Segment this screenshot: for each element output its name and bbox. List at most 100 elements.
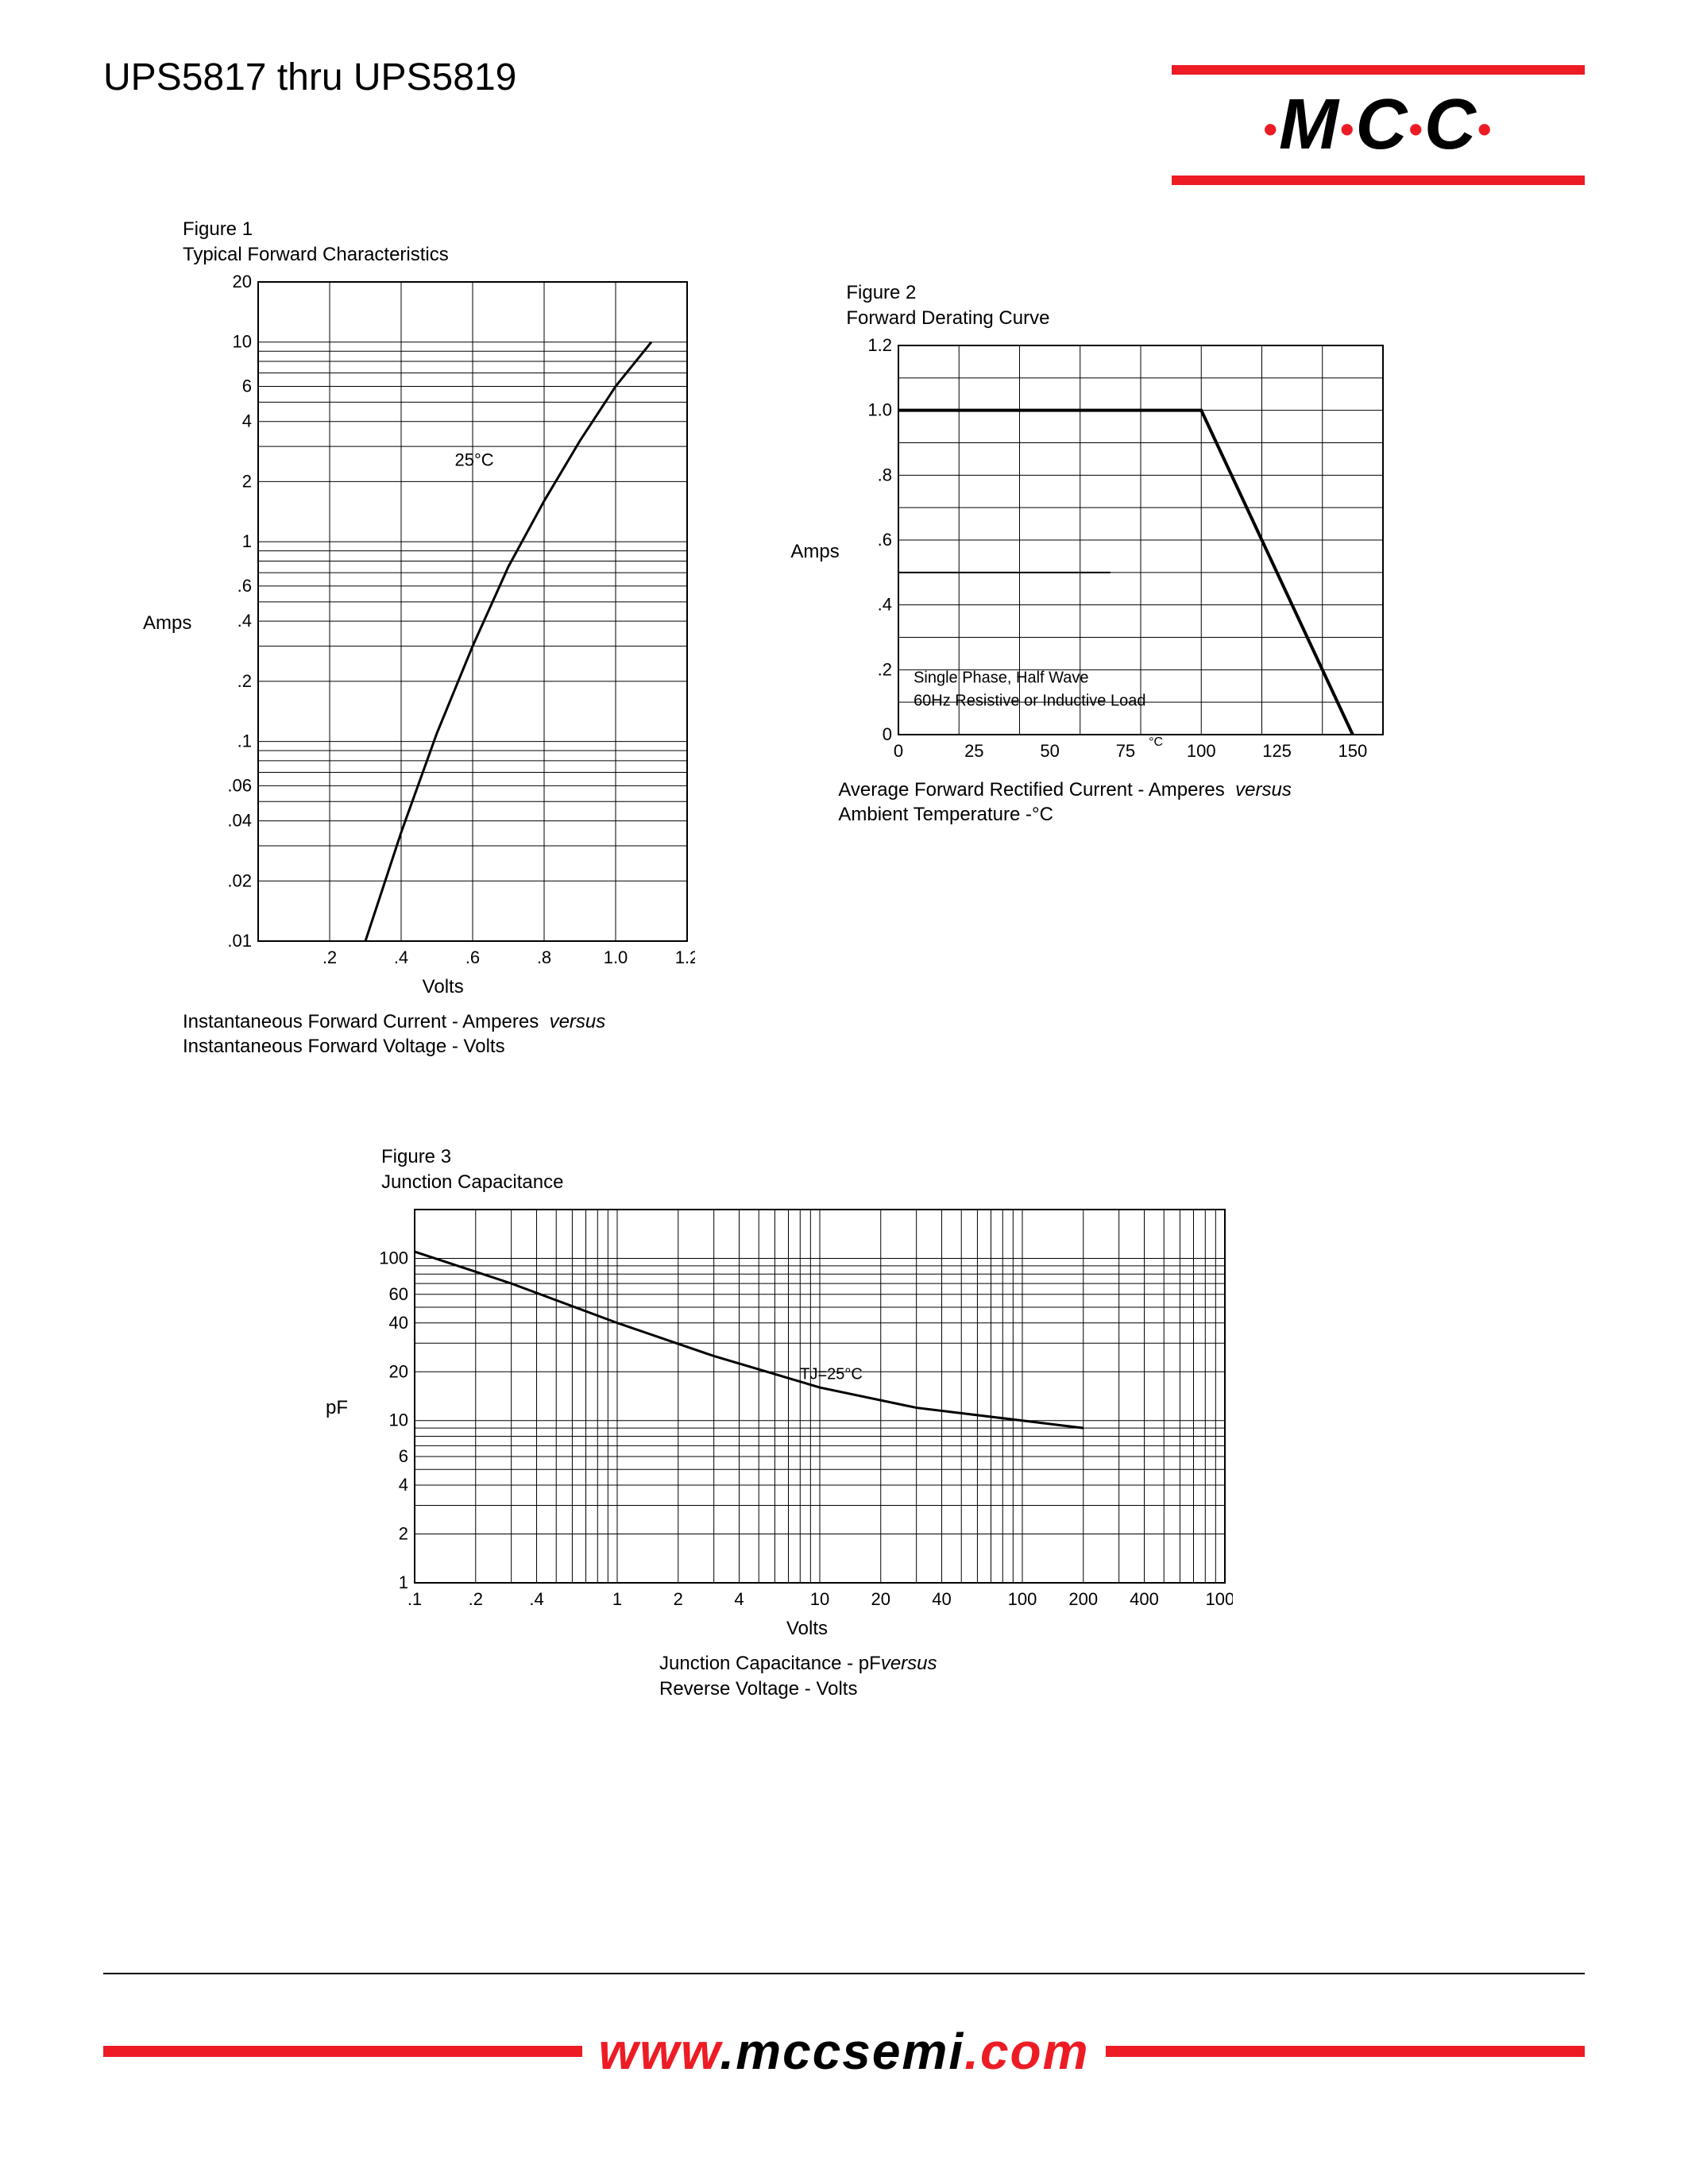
svg-text:0: 0 xyxy=(882,724,891,744)
fig2-caption: Average Forward Rectified Current - Ampe… xyxy=(838,778,1390,827)
logo-text: •M•C•C• xyxy=(1172,84,1585,166)
fig3-subtitle: Junction Capacitance xyxy=(381,1171,1585,1194)
footer-mcc: .mccsemi xyxy=(720,2023,964,2080)
svg-text:6: 6 xyxy=(399,1446,408,1466)
svg-text:.6: .6 xyxy=(877,530,891,550)
svg-text:60Hz Resistive or Inductive Lo: 60Hz Resistive or Inductive Load xyxy=(914,692,1145,709)
fig2-versus: versus xyxy=(1235,779,1292,801)
svg-text:100: 100 xyxy=(1187,741,1216,761)
svg-text:4: 4 xyxy=(242,411,252,431)
svg-text:50: 50 xyxy=(1040,741,1059,761)
fig2-chart: 0 25 50 75 100 125 150 0 .2 .4 .6 .8 1.0 1.2 Single Ph… xyxy=(851,338,1391,766)
svg-text:1.2: 1.2 xyxy=(675,947,695,967)
svg-text:.1: .1 xyxy=(238,731,252,751)
fig3-ylabel: pF xyxy=(326,1397,348,1419)
svg-text:10: 10 xyxy=(233,332,252,352)
fig2-subtitle: Forward Derating Curve xyxy=(846,307,1390,330)
svg-text:2: 2 xyxy=(242,471,252,491)
svg-text:.2: .2 xyxy=(877,659,891,679)
fig3-xlabel: Volts xyxy=(786,1618,1585,1640)
svg-text:60: 60 xyxy=(389,1284,408,1304)
svg-text:20: 20 xyxy=(233,274,252,291)
svg-text:100: 100 xyxy=(379,1248,408,1268)
footer-www: www xyxy=(598,2023,720,2080)
svg-text:200: 200 xyxy=(1068,1589,1098,1609)
svg-text:.4: .4 xyxy=(529,1589,543,1609)
logo: •M•C•C• xyxy=(1172,56,1585,195)
svg-text:1: 1 xyxy=(242,531,252,551)
fig3-versus: versus xyxy=(881,1653,937,1674)
logo-bar-top xyxy=(1172,65,1585,75)
svg-text:4: 4 xyxy=(399,1475,408,1495)
fig3-title: Figure 3 xyxy=(381,1146,1585,1168)
svg-text:40: 40 xyxy=(389,1313,408,1333)
svg-text:.8: .8 xyxy=(877,465,891,484)
svg-text:.6: .6 xyxy=(465,947,480,967)
svg-text:4: 4 xyxy=(734,1589,744,1609)
svg-text:10: 10 xyxy=(810,1589,829,1609)
fig1-chart: .2.4.6.81.01.2.01.02.04.06.1.2.4.6124610… xyxy=(203,274,695,973)
page-title: UPS5817 thru UPS5819 xyxy=(103,56,516,99)
svg-text:1000: 1000 xyxy=(1206,1589,1233,1609)
fig3-caption: Junction Capacitance - pFversus Reverse … xyxy=(659,1651,1585,1700)
fig1-cap2: Instantaneous Forward Voltage - Volts xyxy=(183,1036,505,1057)
svg-text:150: 150 xyxy=(1338,741,1367,761)
svg-text:.4: .4 xyxy=(394,947,408,967)
svg-text:TJ=25°C: TJ=25°C xyxy=(800,1366,863,1383)
svg-text:1.2: 1.2 xyxy=(867,338,892,355)
page-header: UPS5817 thru UPS5819 •M•C•C• xyxy=(103,56,1585,195)
svg-text:°C: °C xyxy=(1149,735,1163,749)
svg-text:20: 20 xyxy=(389,1362,408,1382)
svg-text:40: 40 xyxy=(932,1589,951,1609)
fig1-versus: versus xyxy=(550,1011,606,1032)
svg-text:400: 400 xyxy=(1130,1589,1159,1609)
fig1-subtitle: Typical Forward Characteristics xyxy=(183,244,695,266)
fig2-cap1: Average Forward Rectified Current - Ampe… xyxy=(838,779,1224,801)
svg-text:.02: .02 xyxy=(228,870,253,890)
footer-bar-left xyxy=(103,2046,582,2057)
fig1-ylabel: Amps xyxy=(143,612,191,635)
logo-bar-bottom xyxy=(1172,176,1585,185)
svg-text:10: 10 xyxy=(389,1410,408,1430)
svg-text:25: 25 xyxy=(964,741,983,761)
svg-text:1: 1 xyxy=(399,1572,408,1592)
fig3-cap2: Reverse Voltage - Volts xyxy=(659,1678,857,1700)
svg-text:.1: .1 xyxy=(408,1589,422,1609)
svg-text:0: 0 xyxy=(894,741,903,761)
fig1-cap1: Instantaneous Forward Current - Amperes xyxy=(183,1011,539,1032)
fig2-title: Figure 2 xyxy=(846,282,1390,304)
svg-text:1: 1 xyxy=(612,1589,622,1609)
svg-text:20: 20 xyxy=(871,1589,890,1609)
svg-text:100: 100 xyxy=(1008,1589,1037,1609)
svg-text:.2: .2 xyxy=(469,1589,483,1609)
svg-text:2: 2 xyxy=(399,1524,408,1544)
svg-text:.6: .6 xyxy=(238,576,252,596)
fig2-cap2: Ambient Temperature -°C xyxy=(838,804,1053,825)
fig3-cap1: Junction Capacitance - pF xyxy=(659,1653,881,1674)
footer-com: .com xyxy=(964,2023,1089,2080)
svg-text:.01: .01 xyxy=(228,931,253,951)
fig1-xlabel: Volts xyxy=(191,976,695,998)
svg-text:.4: .4 xyxy=(238,611,252,631)
svg-text:.06: .06 xyxy=(228,775,253,795)
footer-bar-right xyxy=(1106,2046,1585,2057)
figure-2: Figure 2 Forward Derating Curve Amps 025… xyxy=(790,282,1390,1059)
footer-url: www.mccsemi.com xyxy=(103,2022,1585,2081)
fig3-chart: .1 .2 .4 1 2 4 10 20 40 100 200 400 1000 1 2 4 6 10 20 40 60… xyxy=(359,1202,1233,1615)
svg-text:25°C: 25°C xyxy=(455,450,494,470)
figure-1: Figure 1 Typical Forward Characteristics… xyxy=(143,218,695,1059)
svg-text:Single Phase, Half Wave: Single Phase, Half Wave xyxy=(914,669,1088,687)
svg-text:.4: .4 xyxy=(877,595,891,615)
svg-text:.2: .2 xyxy=(323,947,337,967)
fig1-title: Figure 1 xyxy=(183,218,695,241)
fig1-caption: Instantaneous Forward Current - Amperes … xyxy=(183,1009,695,1059)
svg-text:.8: .8 xyxy=(537,947,551,967)
svg-text:75: 75 xyxy=(1115,741,1134,761)
svg-text:.2: .2 xyxy=(238,671,252,691)
page-footer: www.mccsemi.com xyxy=(103,1973,1585,2081)
figure-3: Figure 3 Junction Capacitance pF .1 .2 .4 1… xyxy=(326,1146,1585,1700)
svg-text:125: 125 xyxy=(1262,741,1292,761)
svg-text:6: 6 xyxy=(242,376,252,396)
svg-text:2: 2 xyxy=(674,1589,683,1609)
svg-text:1.0: 1.0 xyxy=(867,400,892,420)
